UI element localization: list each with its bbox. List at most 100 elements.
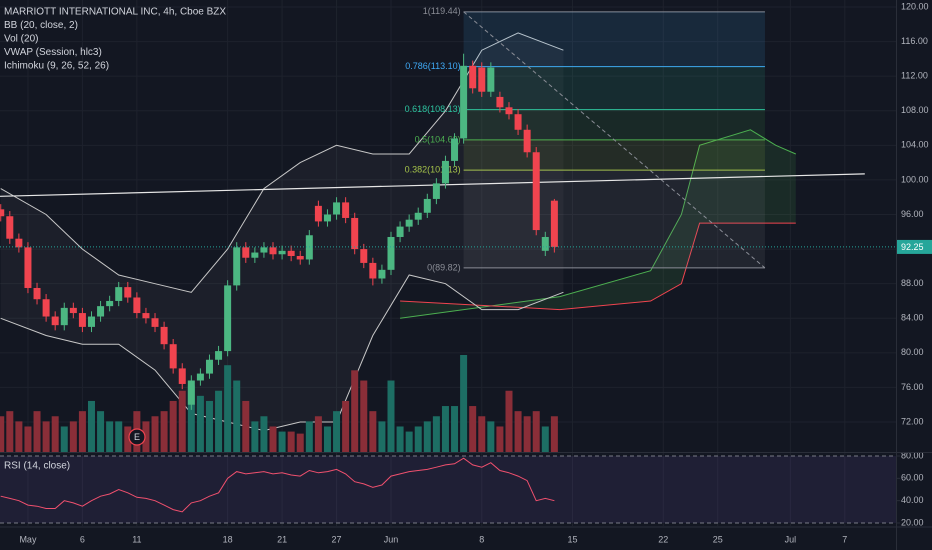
candle-body xyxy=(6,216,14,239)
volume-bar xyxy=(142,421,150,452)
volume-bar xyxy=(351,370,359,452)
volume-bar xyxy=(451,406,459,452)
fib-zone xyxy=(463,139,765,171)
volume-bar xyxy=(15,421,23,452)
volume-bar xyxy=(106,421,114,452)
bb-fill xyxy=(0,32,564,431)
candle-body xyxy=(369,262,377,279)
indicator-label: BB (20, close, 2) xyxy=(4,20,78,31)
candle-body xyxy=(296,256,304,260)
volume-bar xyxy=(33,411,41,452)
x-tick-label: 25 xyxy=(713,534,723,544)
candle-body xyxy=(242,247,250,258)
rsi-tick-label: 60.00 xyxy=(901,473,924,483)
volume-bar xyxy=(51,416,59,452)
candle-body xyxy=(215,351,223,360)
candle-body xyxy=(124,287,132,298)
candle-body xyxy=(0,209,5,217)
candle-body xyxy=(532,152,540,231)
volume-bar xyxy=(251,421,259,452)
candle-body xyxy=(97,306,105,317)
volume-bar xyxy=(6,411,14,452)
fib-label: 1(119.44) xyxy=(423,6,461,16)
y-tick-label: 112.00 xyxy=(901,71,928,81)
chart-title: MARRIOTT INTERNATIONAL INC, 4h, Cboe BZX xyxy=(4,7,226,18)
span-b xyxy=(400,222,796,311)
y-tick-label: 88.00 xyxy=(901,278,924,288)
y-tick-label: 104.00 xyxy=(901,140,929,150)
fib-label: 0.382(101.13) xyxy=(405,165,461,175)
rsi-tick-label: 40.00 xyxy=(901,495,924,505)
candle-body xyxy=(260,247,268,253)
candle-body xyxy=(205,359,213,374)
fib-zone xyxy=(463,170,765,268)
earnings-label[interactable]: E xyxy=(134,432,140,442)
candle-body xyxy=(269,247,277,255)
volume-bar xyxy=(242,400,250,452)
volume-bar xyxy=(333,411,341,452)
candle-body xyxy=(115,287,123,301)
volume-bar xyxy=(278,431,286,452)
candle-body xyxy=(278,250,286,255)
x-tick-label: Jun xyxy=(384,534,399,544)
candle-body xyxy=(496,96,504,108)
candle-body xyxy=(224,285,232,352)
volume-bar xyxy=(514,411,522,452)
y-tick-label: 84.00 xyxy=(901,313,924,323)
candle-body xyxy=(432,183,440,199)
volume-bar xyxy=(205,400,213,452)
candle-body xyxy=(323,214,331,222)
candle-body xyxy=(42,299,50,317)
y-tick-label: 116.00 xyxy=(901,36,928,46)
candle-body xyxy=(60,307,68,326)
candle-body xyxy=(505,107,513,115)
candle-body xyxy=(423,198,431,213)
volume-bar xyxy=(115,421,123,452)
candle-body xyxy=(169,344,177,369)
candle-body xyxy=(414,212,422,220)
earnings-badge[interactable] xyxy=(128,428,146,446)
candle-body xyxy=(287,250,295,257)
candle-body xyxy=(106,300,114,307)
volume-bar xyxy=(151,416,159,452)
volume-bar xyxy=(342,400,350,452)
volume-bar xyxy=(523,416,531,452)
candle-body xyxy=(33,287,41,300)
candle-body xyxy=(196,373,204,381)
rsi-title: RSI (14, close) xyxy=(4,461,70,472)
rsi-band-fill xyxy=(0,456,896,523)
trend-line xyxy=(0,173,865,197)
span-a xyxy=(400,129,796,319)
volume-bar xyxy=(87,400,95,452)
candle-body xyxy=(541,236,549,251)
candle-body xyxy=(69,307,77,314)
volume-bar xyxy=(160,411,168,452)
candle-body xyxy=(451,138,459,161)
volume-bar xyxy=(323,426,331,452)
candle-body xyxy=(51,316,59,326)
rsi-tick-label: 80.00 xyxy=(901,450,924,460)
volume-bar xyxy=(69,421,77,452)
candle-body xyxy=(133,297,141,314)
fib-zone xyxy=(463,66,765,110)
volume-bar xyxy=(0,416,5,452)
x-tick-label: Jul xyxy=(785,534,797,544)
volume-bar xyxy=(396,426,404,452)
volume-bar xyxy=(378,421,386,452)
volume-bar xyxy=(196,395,204,452)
volume-bar xyxy=(224,365,232,452)
y-tick-label: 80.00 xyxy=(901,347,924,357)
volume-bar xyxy=(423,421,431,452)
volume-bar xyxy=(414,426,422,452)
candle-body xyxy=(178,368,186,384)
indicator-label: VWAP (Session, hlc3) xyxy=(4,47,102,58)
x-tick-label: 11 xyxy=(132,534,141,544)
y-tick-label: 76.00 xyxy=(901,382,924,392)
volume-bar xyxy=(532,411,540,452)
volume-bar xyxy=(460,355,468,452)
candle-body xyxy=(251,252,259,258)
fib-label: 0.786(113.10) xyxy=(405,61,460,71)
y-tick-label: 100.00 xyxy=(901,174,929,184)
x-tick-label: 7 xyxy=(842,534,847,544)
